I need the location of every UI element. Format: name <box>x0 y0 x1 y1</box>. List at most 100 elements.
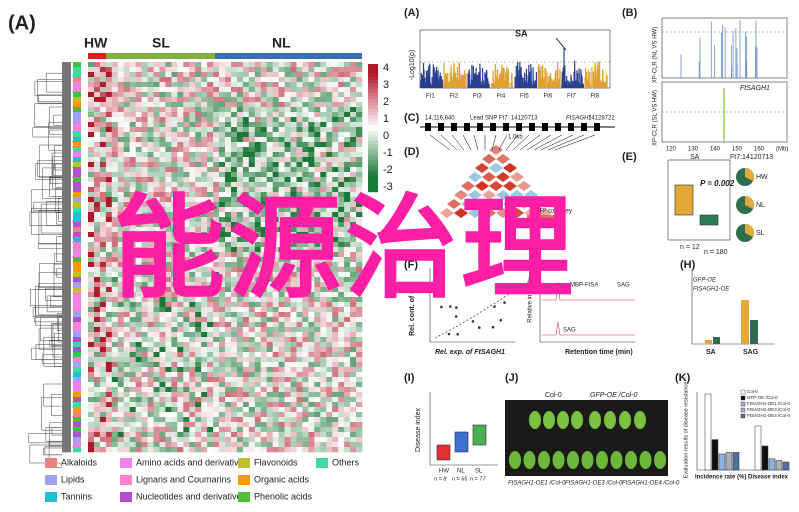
heatmap-cell <box>189 92 196 98</box>
heatmap-cell <box>94 377 101 383</box>
heatmap-cell <box>189 372 196 378</box>
heatmap-cell <box>225 127 232 133</box>
heatmap-cell <box>129 217 136 223</box>
heatmap-cell <box>225 192 232 198</box>
heatmap-cell <box>207 302 214 308</box>
heatmap-cell <box>290 77 297 83</box>
heatmap-cell <box>284 427 291 433</box>
heatmap-cell <box>308 247 315 253</box>
heatmap-cell <box>356 432 363 438</box>
heatmap-cell <box>338 392 345 398</box>
heatmap-cell <box>332 257 339 263</box>
heatmap-cell <box>302 217 309 223</box>
heatmap-cell <box>231 142 238 148</box>
heatmap-cell <box>219 352 226 358</box>
legend-swatch <box>45 492 57 502</box>
group-label: NL <box>272 35 291 51</box>
heatmap-cell <box>171 187 178 193</box>
snp <box>452 74 455 88</box>
snp <box>566 85 568 88</box>
heatmap-cell <box>248 202 256 208</box>
heatmap-cell <box>290 82 297 88</box>
heatmap-cell <box>278 327 285 333</box>
heatmap-cell <box>195 352 202 358</box>
heatmap-cell <box>135 327 142 333</box>
heatmap-cell <box>290 92 297 98</box>
heatmap-cell <box>141 92 148 98</box>
heatmap-cell <box>117 212 125 218</box>
heatmap-cell <box>248 307 256 313</box>
heatmap-cell <box>314 382 321 388</box>
heatmap-cell <box>350 352 357 358</box>
heatmap-cell <box>117 112 125 118</box>
heatmap-cell <box>159 402 166 408</box>
heatmap-cell <box>266 417 273 423</box>
heatmap-cell <box>332 77 339 83</box>
scale-cell <box>368 124 378 129</box>
heatmap-cell <box>272 252 279 258</box>
heatmap-cell <box>153 287 160 293</box>
heatmap-cell <box>314 232 321 238</box>
heatmap-cell <box>242 297 250 303</box>
heatmap-cell <box>344 167 351 173</box>
heatmap-cell <box>308 157 315 163</box>
heatmap-cell <box>195 222 202 228</box>
heatmap-cell <box>94 342 101 348</box>
scale-cell <box>368 67 378 71</box>
heatmap-cell <box>141 112 148 118</box>
heatmap-cell <box>94 422 101 428</box>
heatmap-cell <box>314 217 321 223</box>
heatmap-cell <box>350 82 357 88</box>
heatmap-cell <box>236 207 244 213</box>
heatmap-cell <box>141 77 148 83</box>
heatmap-cell <box>129 442 136 448</box>
heatmap-cell <box>266 102 273 108</box>
heatmap-cell <box>117 192 125 198</box>
snp <box>443 62 445 88</box>
annotation <box>73 357 81 363</box>
heatmap-cell <box>105 142 113 148</box>
heatmap-cell <box>272 382 279 388</box>
heatmap-cell <box>231 337 238 343</box>
heatmap-cell <box>219 72 226 78</box>
heatmap-cell <box>236 367 244 373</box>
heatmap-cell <box>135 247 142 253</box>
snp <box>555 84 557 88</box>
bar <box>725 452 733 471</box>
heatmap-cell <box>296 387 303 393</box>
heatmap-cell <box>165 242 172 248</box>
heatmap-cell <box>88 422 95 428</box>
heatmap-cell <box>254 67 262 73</box>
heatmap-cell <box>296 67 303 73</box>
heatmap-cell <box>284 177 291 183</box>
heatmap-cell <box>213 322 220 328</box>
heatmap-cell <box>159 377 166 383</box>
heatmap-cell <box>135 312 142 318</box>
heatmap-cell <box>231 262 238 268</box>
annotation <box>73 392 81 398</box>
heatmap-cell <box>278 177 285 183</box>
annotation <box>73 162 81 168</box>
dendrogram <box>37 160 62 177</box>
heatmap-cell <box>117 167 125 173</box>
heatmap-cell <box>290 202 297 208</box>
heatmap-cell <box>254 137 262 143</box>
heatmap-cell <box>326 222 333 228</box>
heatmap-cell <box>314 97 321 103</box>
x-label: NL <box>457 469 465 475</box>
heatmap-cell <box>141 397 148 403</box>
annotation <box>73 227 81 233</box>
heatmap-cell <box>219 412 226 418</box>
heatmap-cell <box>266 82 273 88</box>
heatmap-cell <box>236 392 244 398</box>
heatmap-cell <box>350 217 357 223</box>
heatmap-cell <box>350 127 357 133</box>
heatmap-cell <box>302 302 309 308</box>
heatmap-cell <box>350 117 357 123</box>
heatmap-cell <box>320 202 327 208</box>
heatmap-cell <box>272 292 279 298</box>
heatmap-cell <box>278 67 285 73</box>
heatmap-cell <box>159 147 166 153</box>
heatmap-cell <box>141 367 148 373</box>
heatmap-cell <box>195 252 202 258</box>
